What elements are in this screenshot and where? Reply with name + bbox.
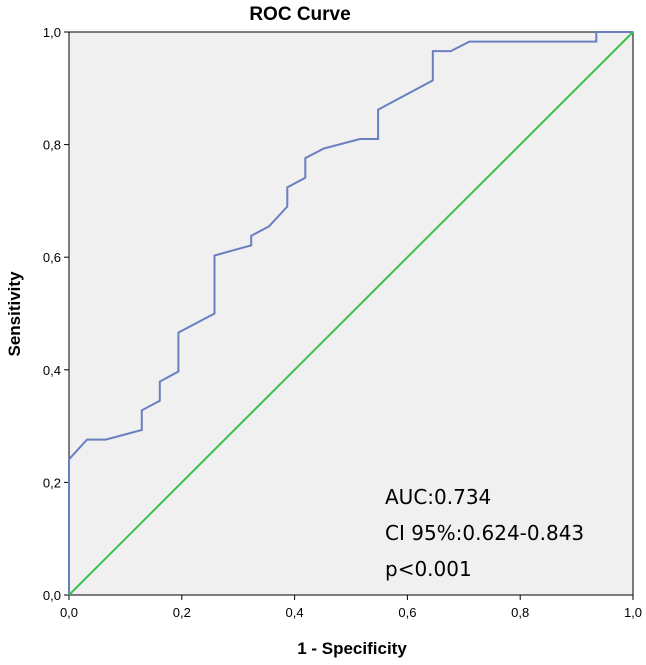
reference-diagonal-line (68, 31, 634, 596)
roc-curve-line (68, 31, 633, 595)
x-tick-label: 0,2 (173, 605, 191, 620)
y-tick-label: 1,0 (43, 25, 61, 40)
y-tick-label: 0,6 (43, 250, 61, 265)
x-tick-label: 0,6 (398, 605, 416, 620)
ci-annotation: CI 95%:0.624-0.843 (385, 521, 584, 545)
y-tick-label: 0,8 (43, 138, 61, 153)
x-tick-label: 0,0 (60, 605, 78, 620)
y-axis-label: Sensitivity (5, 271, 24, 357)
x-tick-label: 1,0 (624, 605, 642, 620)
y-tick-label: 0,0 (43, 588, 61, 603)
x-tick-label: 0,8 (511, 605, 529, 620)
chart-title: ROC Curve (249, 4, 350, 25)
y-tick-label: 0,2 (43, 475, 61, 490)
auc-annotation: AUC:0.734 (385, 485, 491, 509)
p-value-annotation: p<0.001 (385, 557, 472, 581)
x-axis-label: 1 - Specificity (297, 639, 407, 658)
y-tick-label: 0,4 (43, 363, 61, 378)
x-tick-label: 0,4 (286, 605, 304, 620)
